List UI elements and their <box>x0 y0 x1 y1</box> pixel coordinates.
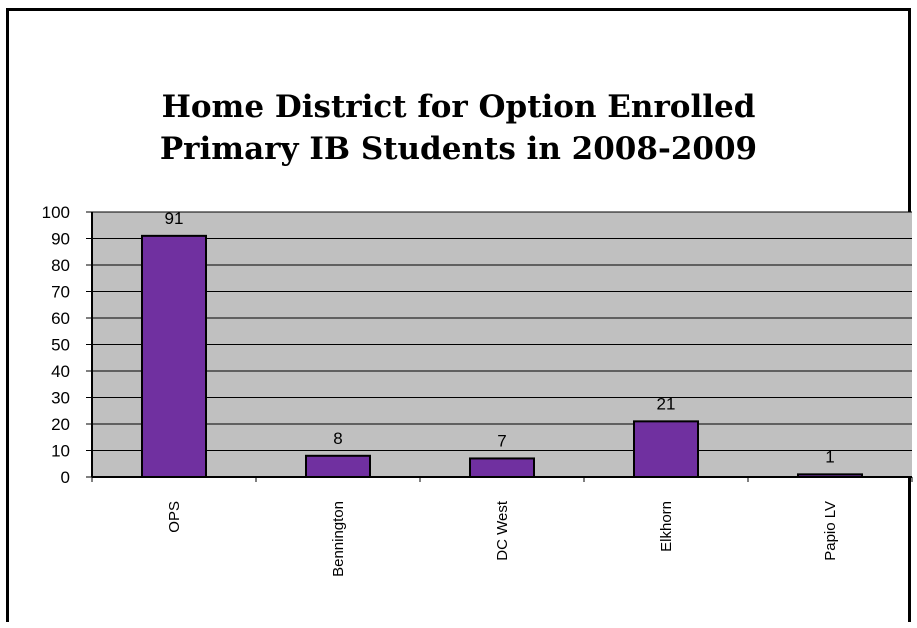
y-tick-label: 20 <box>51 415 70 434</box>
y-tick-label: 10 <box>51 442 70 461</box>
data-label: 8 <box>333 429 342 448</box>
chart-title: Home District for Option Enrolled Primar… <box>159 89 758 167</box>
y-tick-label: 30 <box>51 389 70 408</box>
y-tick-label: 0 <box>61 468 70 487</box>
bar <box>141 234 207 478</box>
gridlines <box>92 211 912 451</box>
y-tick-label: 40 <box>51 362 70 381</box>
y-tick-label: 80 <box>51 256 70 275</box>
bar <box>305 454 371 478</box>
category-label: Elkhorn <box>658 501 675 552</box>
y-tick-label: 50 <box>51 336 70 355</box>
data-label: 21 <box>657 394 676 413</box>
category-label: DC West <box>494 500 511 561</box>
y-tick-label: 100 <box>42 203 70 222</box>
data-labels: 91 8 7 21 1 <box>165 209 835 467</box>
bar <box>633 420 699 479</box>
data-label: 1 <box>825 447 834 466</box>
data-label: 7 <box>497 431 506 450</box>
y-tick-label: 70 <box>51 283 70 302</box>
category-labels: OPS Bennington DC West Elkhorn Papio LV <box>91 477 913 577</box>
bar <box>469 457 535 479</box>
y-tick-label: 90 <box>51 230 70 249</box>
y-tick-label: 60 <box>51 309 70 328</box>
data-label: 91 <box>165 209 184 228</box>
y-axis-ticks: 0 10 20 30 40 50 60 70 80 90 100 <box>42 203 92 487</box>
category-label: Bennington <box>330 501 347 577</box>
bars <box>141 234 863 479</box>
category-label: Papio LV <box>822 501 839 561</box>
category-label: OPS <box>166 501 183 533</box>
